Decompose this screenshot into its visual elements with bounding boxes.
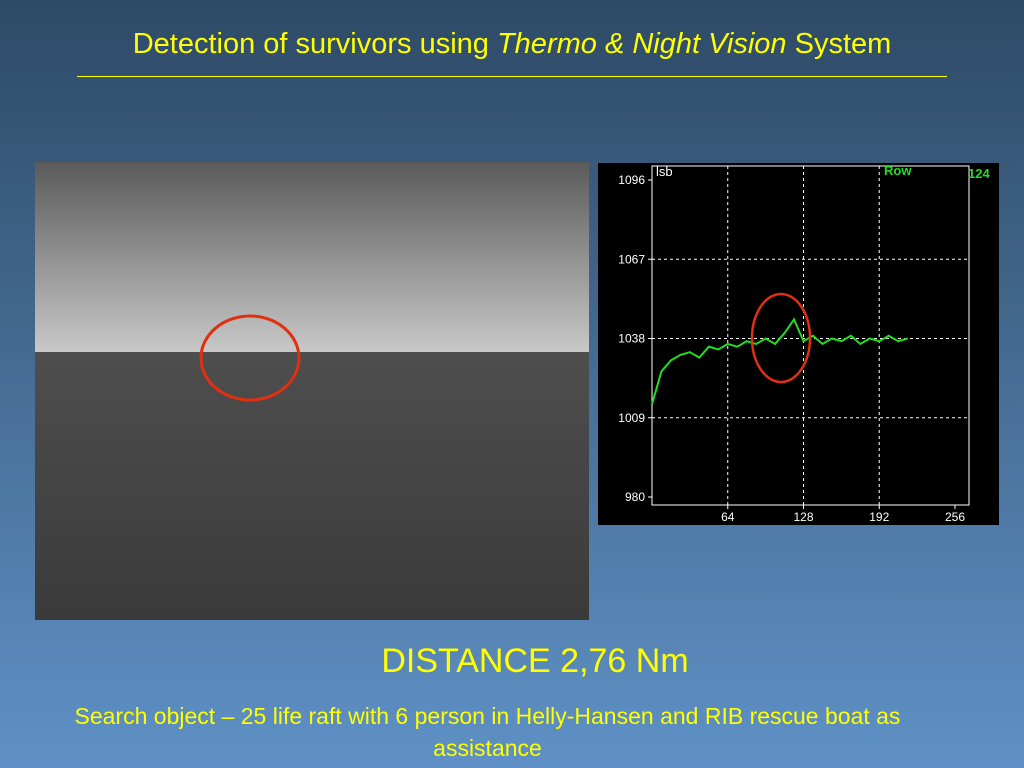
y-tick-label: 980 <box>625 490 645 504</box>
x-tick-label: 64 <box>721 510 735 524</box>
y-tick-label: 1096 <box>618 173 645 187</box>
x-tick-label: 256 <box>945 510 965 524</box>
x-tick-label: 192 <box>869 510 889 524</box>
sky <box>35 162 589 352</box>
highlight-circle <box>750 292 812 384</box>
title-text: System <box>786 28 892 60</box>
y-axis-label: lsb <box>656 164 673 179</box>
title-italic: Thermo & Night Vision <box>496 28 787 60</box>
title-rule <box>77 76 947 77</box>
plot-frame <box>651 165 970 506</box>
y-tick-label: 1038 <box>618 332 645 346</box>
row-value: 124 <box>968 166 990 181</box>
x-tick-label: 128 <box>793 510 813 524</box>
plot: 980 1009 1038 1067 1096 64 128 192 256 <box>618 166 969 524</box>
plot-background <box>598 163 999 525</box>
highlight-circle <box>199 314 301 402</box>
title-text: Detection of survivors using <box>132 28 497 60</box>
signal-line <box>651 317 908 405</box>
sea <box>35 352 589 620</box>
title: Detection of survivors using Thermo & Ni… <box>0 28 1024 61</box>
y-tick-label: 1009 <box>618 411 645 425</box>
figures: 980 1009 1038 1067 1096 64 128 192 256 lsb Row 1… <box>35 162 999 620</box>
row-label: Row <box>884 163 912 178</box>
y-tick-label: 1067 <box>618 252 645 266</box>
thermal-image <box>35 162 589 620</box>
distance: DISTANCE 2,76 Nm <box>381 642 689 680</box>
caption: Search object – 25 life raft with 6 pers… <box>74 703 901 761</box>
